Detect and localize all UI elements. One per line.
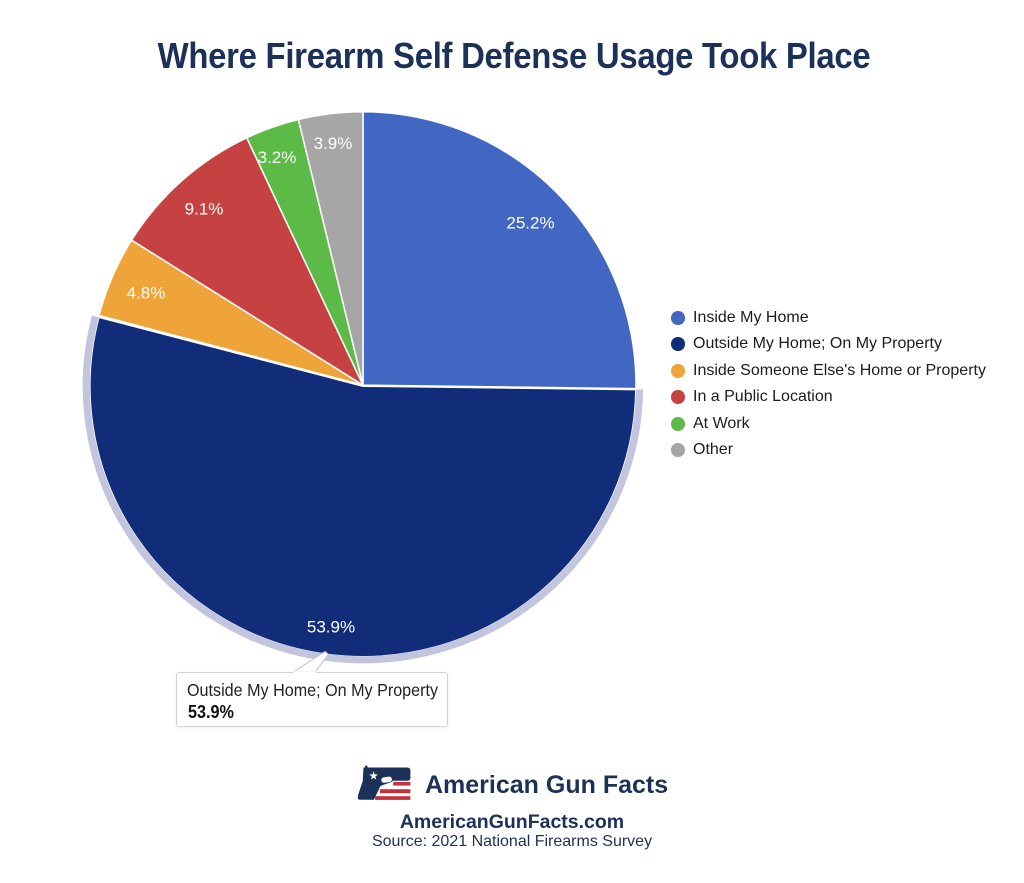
svg-text:3.2%: 3.2% [258, 148, 297, 167]
svg-text:9.1%: 9.1% [185, 200, 224, 219]
svg-text:53.9%: 53.9% [307, 618, 355, 637]
svg-text:25.2%: 25.2% [506, 214, 554, 233]
svg-text:3.9%: 3.9% [314, 134, 353, 153]
svg-text:4.8%: 4.8% [127, 284, 166, 303]
